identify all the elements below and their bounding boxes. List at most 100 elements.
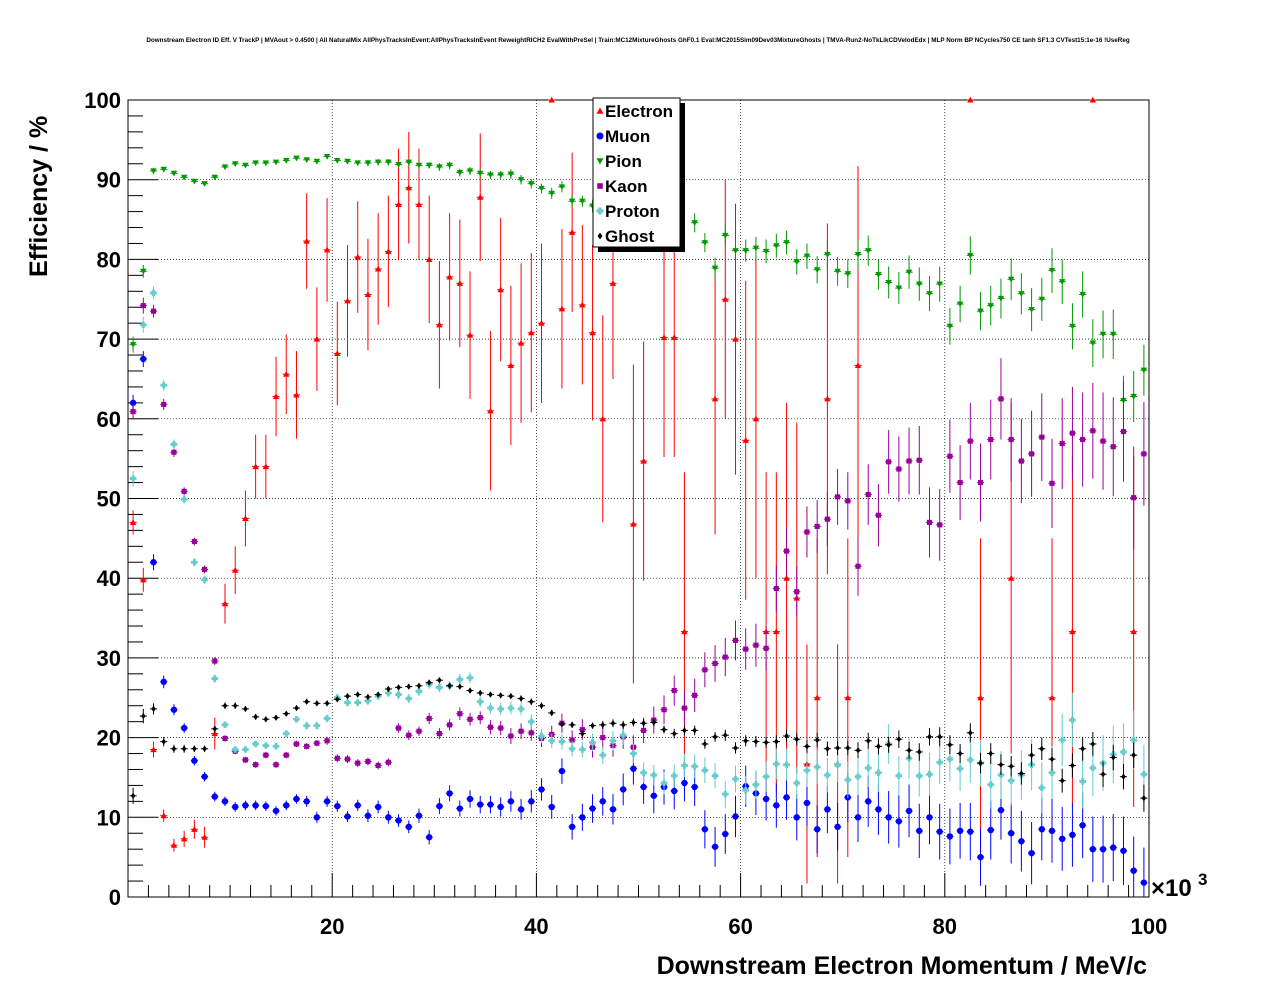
data-point (599, 415, 606, 422)
data-point (855, 747, 861, 754)
data-point (579, 727, 585, 733)
data-point (425, 162, 433, 169)
data-point (466, 168, 474, 175)
data-point (824, 395, 831, 402)
data-point (804, 743, 810, 750)
data-point (1140, 367, 1148, 374)
data-point (467, 716, 473, 722)
data-point (477, 698, 484, 705)
data-point (1130, 393, 1137, 400)
data-point (303, 798, 310, 805)
data-point (335, 696, 340, 703)
data-point (1059, 279, 1066, 285)
data-point (711, 772, 719, 780)
chart-title: Downstream Electron ID Eff. V TrackP | M… (146, 37, 1130, 44)
data-point (1120, 428, 1127, 435)
data-point (253, 713, 258, 721)
data-point (600, 735, 606, 741)
data-point (263, 716, 269, 723)
data-point (364, 160, 372, 167)
data-point (579, 301, 586, 308)
data-point (243, 705, 248, 713)
data-point (742, 248, 749, 254)
data-point (385, 248, 392, 254)
data-point (548, 803, 555, 811)
data-point (129, 342, 137, 348)
data-point (160, 382, 167, 389)
data-point (191, 559, 198, 566)
data-point (886, 459, 892, 465)
data-point (988, 436, 994, 443)
data-point (1018, 838, 1025, 845)
data-point (324, 738, 330, 744)
data-point (130, 792, 136, 799)
data-point (793, 259, 800, 265)
data-point (1049, 480, 1055, 486)
data-point (396, 725, 402, 731)
data-point (1029, 451, 1035, 457)
data-point (1048, 267, 1056, 274)
data-point (916, 457, 922, 463)
data-point (171, 745, 177, 752)
data-point (835, 744, 840, 752)
data-point (528, 798, 535, 805)
data-point (773, 760, 780, 768)
data-point (129, 519, 137, 525)
data-point (936, 828, 943, 835)
data-point (354, 160, 361, 167)
data-point (242, 162, 249, 169)
data-point (314, 700, 320, 707)
data-point (824, 252, 831, 258)
data-point (242, 746, 249, 753)
data-point (590, 722, 595, 729)
data-point (865, 491, 871, 498)
data-point (1038, 296, 1045, 303)
data-point (1131, 751, 1136, 759)
data-point (895, 818, 903, 825)
data-point (365, 693, 371, 701)
legend-marker-proton (596, 207, 604, 215)
data-point (783, 240, 790, 246)
data-point (752, 245, 760, 252)
data-point (355, 760, 361, 766)
data-point (1028, 307, 1035, 313)
data-point (599, 798, 606, 805)
data-point (1039, 434, 1045, 440)
data-point (487, 724, 494, 730)
data-point (487, 407, 494, 414)
data-point (1059, 777, 1065, 784)
data-point (405, 184, 412, 191)
data-point (374, 803, 382, 811)
data-point (579, 198, 586, 205)
data-point (1007, 575, 1015, 581)
data-point (303, 157, 310, 163)
data-point (885, 279, 892, 286)
data-point (875, 769, 882, 776)
data-point (937, 733, 942, 741)
data-point (129, 475, 137, 482)
y-tick-label: 60 (97, 407, 121, 432)
data-point (467, 687, 473, 694)
data-point (661, 726, 667, 733)
data-point (844, 271, 852, 277)
data-point (171, 449, 177, 455)
data-point (180, 174, 188, 181)
data-point (150, 168, 157, 175)
data-point (415, 201, 423, 207)
data-point (539, 702, 544, 709)
data-point (773, 628, 780, 635)
data-point (631, 719, 636, 726)
data-point (160, 166, 167, 173)
data-point (1140, 771, 1148, 778)
data-point (762, 795, 770, 803)
data-point (180, 835, 188, 842)
data-point (386, 685, 391, 693)
data-point (711, 843, 719, 850)
data-point (334, 350, 341, 357)
x-axis-title: Downstream Electron Momentum / MeV/c (657, 952, 1147, 980)
data-point (1059, 736, 1066, 744)
data-point (344, 756, 351, 762)
data-point (1099, 331, 1107, 338)
data-point (262, 160, 270, 167)
data-point (437, 677, 442, 684)
